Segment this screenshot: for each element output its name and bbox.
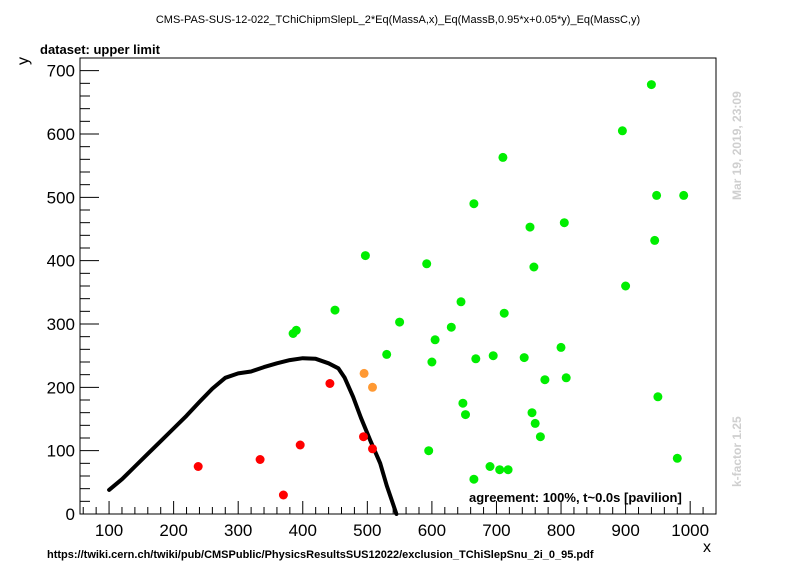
orange-data-point xyxy=(359,368,369,378)
source-url: https://twiki.cern.ch/twiki/pub/CMSPubli… xyxy=(47,549,594,561)
chart-title: CMS-PAS-SUS-12-022_TChiChipmSlepL_2*Eq(M… xyxy=(156,14,640,26)
green-data-point xyxy=(650,235,660,245)
green-data-point xyxy=(422,259,432,269)
y-tick-label: 0 xyxy=(66,505,75,524)
green-data-point xyxy=(621,281,631,291)
x-tick-label: 800 xyxy=(547,521,575,540)
data-points xyxy=(193,80,689,500)
red-data-point xyxy=(255,455,265,464)
green-data-point xyxy=(556,342,566,352)
green-data-point xyxy=(471,354,481,364)
green-data-point xyxy=(382,349,392,359)
red-data-point xyxy=(325,379,335,388)
green-data-point xyxy=(424,446,434,456)
dataset-label: dataset: upper limit xyxy=(40,42,161,57)
red-data-point xyxy=(359,432,368,442)
x-axis-label: x xyxy=(703,539,711,556)
green-data-point xyxy=(652,190,662,200)
green-data-point xyxy=(395,317,405,327)
green-data-point xyxy=(427,357,437,367)
x-axis: 100 200 300 400 500 600 700 800 900 1000 xyxy=(82,501,717,540)
y-tick-label: 600 xyxy=(47,125,75,144)
green-data-point xyxy=(430,335,440,345)
exclusion-curve xyxy=(107,356,399,516)
y-axis: 0 100 200 300 400 500 600 700 xyxy=(47,57,99,524)
green-data-point xyxy=(672,453,682,463)
y-axis-label: y xyxy=(15,57,32,65)
green-data-point xyxy=(485,462,495,471)
k-factor-label: k-factor 1.25 xyxy=(730,416,744,487)
green-data-point xyxy=(527,408,537,418)
x-tick-label: 900 xyxy=(611,521,639,540)
x-tick-label: 300 xyxy=(224,521,252,540)
green-data-point xyxy=(446,322,456,332)
green-data-point xyxy=(519,353,529,363)
x-tick-label: 100 xyxy=(95,521,123,540)
green-data-point xyxy=(495,465,505,475)
x-tick-label: 700 xyxy=(482,521,510,540)
green-data-point xyxy=(458,398,468,408)
green-data-point xyxy=(535,432,545,442)
green-data-point xyxy=(617,126,627,136)
green-data-point xyxy=(646,80,656,90)
plot-frame xyxy=(79,57,717,515)
green-data-point xyxy=(498,152,508,162)
green-data-point xyxy=(559,218,569,228)
y-tick-label: 100 xyxy=(47,442,75,461)
green-data-point xyxy=(360,251,370,261)
red-data-point xyxy=(295,440,305,450)
green-data-point xyxy=(488,351,498,361)
y-tick-label: 700 xyxy=(47,62,75,81)
y-tick-label: 500 xyxy=(47,188,75,207)
green-data-point xyxy=(330,305,340,315)
red-data-point xyxy=(278,490,288,500)
y-tick-label: 200 xyxy=(47,378,75,397)
x-tick-label: 200 xyxy=(159,521,187,540)
green-data-point xyxy=(499,308,509,318)
x-tick-label: 1000 xyxy=(671,521,709,540)
orange-data-point xyxy=(368,382,377,392)
y-tick-label: 300 xyxy=(47,315,75,334)
green-data-point xyxy=(653,392,663,402)
green-data-point xyxy=(561,373,571,383)
green-data-point xyxy=(503,465,513,475)
green-data-point xyxy=(469,474,479,484)
x-tick-label: 500 xyxy=(353,521,381,540)
y-tick-label: 400 xyxy=(47,252,75,271)
green-data-point xyxy=(529,262,539,272)
green-data-point xyxy=(469,199,479,209)
x-tick-label: 400 xyxy=(289,521,317,540)
green-data-point xyxy=(530,418,540,428)
date-stamp: Mar 19, 2019, 23:09 xyxy=(730,91,744,200)
green-data-point xyxy=(525,222,535,232)
green-data-point xyxy=(540,375,550,385)
red-data-point xyxy=(193,462,203,471)
x-tick-label: 600 xyxy=(418,521,446,540)
green-data-point xyxy=(291,325,301,335)
agreement-annotation: agreement: 100%, t~0.0s [pavilion] xyxy=(469,490,682,505)
green-data-point xyxy=(461,410,470,420)
green-data-point xyxy=(679,190,689,200)
green-data-point xyxy=(456,297,466,307)
red-data-point xyxy=(368,444,377,454)
